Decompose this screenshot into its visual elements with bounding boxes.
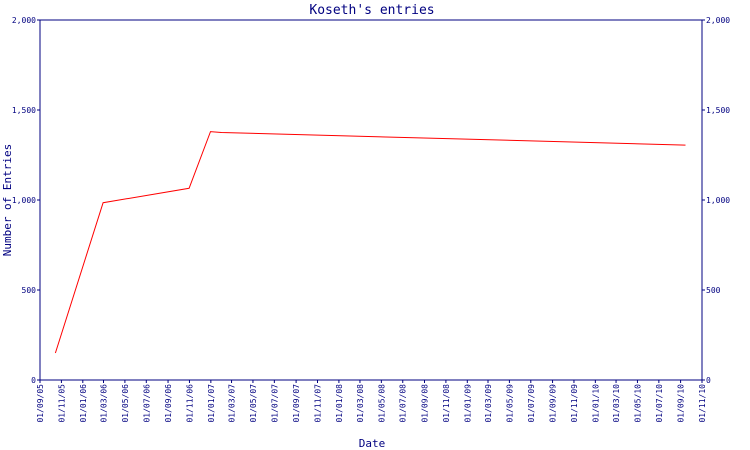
x-tick-label: 01/11/09 bbox=[570, 384, 579, 423]
x-tick-label: 01/03/06 bbox=[99, 384, 108, 423]
x-tick-label: 01/07/07 bbox=[270, 384, 279, 423]
x-tick-label: 01/05/08 bbox=[377, 384, 386, 423]
chart-title: Koseth's entries bbox=[309, 3, 434, 18]
x-tick-label: 01/09/08 bbox=[421, 384, 430, 423]
y-tick-label: 500 bbox=[22, 286, 37, 295]
line-series bbox=[54, 131, 686, 354]
x-tick-label: 01/09/06 bbox=[164, 384, 173, 423]
x-tick-label: 01/07/06 bbox=[142, 384, 151, 423]
x-tick-label: 01/01/09 bbox=[463, 384, 472, 423]
x-tick-label: 01/09/05 bbox=[36, 384, 45, 423]
x-tick-label: 01/07/09 bbox=[527, 384, 536, 423]
x-tick-label: 01/05/07 bbox=[249, 384, 258, 423]
x-tick-label: 01/05/10 bbox=[633, 384, 642, 423]
x-tick-label: 01/01/06 bbox=[79, 384, 88, 423]
x-tick-label: 01/03/09 bbox=[484, 384, 493, 423]
x-tick-label: 01/05/09 bbox=[505, 384, 514, 423]
y-tick-label: 0 bbox=[31, 376, 36, 385]
x-tick-label: 01/09/10 bbox=[677, 384, 686, 423]
y2-tick-label: 500 bbox=[706, 286, 721, 295]
x-tick-label: 01/09/07 bbox=[292, 384, 301, 423]
x-tick-label: 01/03/07 bbox=[228, 384, 237, 423]
y-tick-label: 1,000 bbox=[12, 196, 36, 205]
y2-tick-label: 1,500 bbox=[706, 106, 730, 115]
y2-tick-label: 2,000 bbox=[706, 16, 730, 25]
x-tick-label: 01/11/10 bbox=[698, 384, 707, 423]
x-tick-label: 01/07/08 bbox=[399, 384, 408, 423]
x-tick-label: 01/03/10 bbox=[612, 384, 621, 423]
x-axis-label: Date bbox=[359, 437, 386, 450]
x-tick-label: 01/11/05 bbox=[57, 384, 66, 423]
y-tick-label: 1,500 bbox=[12, 106, 36, 115]
x-tick-label: 01/11/06 bbox=[185, 384, 194, 423]
x-tick-label: 01/09/09 bbox=[549, 384, 558, 423]
x-tick-label: 01/11/07 bbox=[313, 384, 322, 423]
x-tick-label: 01/11/08 bbox=[442, 384, 451, 423]
x-tick-label: 01/03/08 bbox=[356, 384, 365, 423]
x-tick-label: 01/01/08 bbox=[335, 384, 344, 423]
x-tick-label: 01/01/10 bbox=[591, 384, 600, 423]
y-axis-label: Number of Entries bbox=[1, 144, 14, 257]
y-tick-label: 2,000 bbox=[12, 16, 36, 25]
x-tick-label: 01/07/10 bbox=[655, 384, 664, 423]
x-tick-label: 01/05/06 bbox=[121, 384, 130, 423]
x-tick-label: 01/01/07 bbox=[207, 384, 216, 423]
y2-tick-label: 0 bbox=[706, 376, 711, 385]
y2-tick-label: 1,000 bbox=[706, 196, 730, 205]
